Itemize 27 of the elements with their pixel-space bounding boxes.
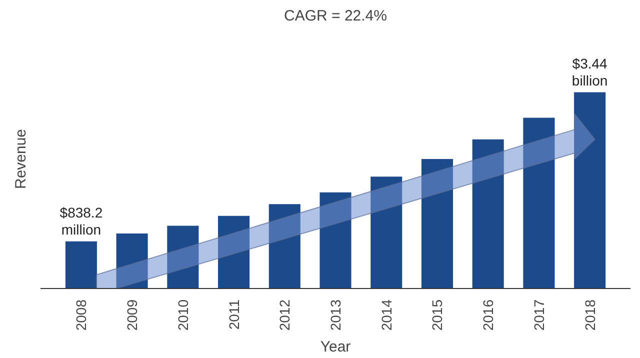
x-tick-label: 2008 [73,299,90,331]
bar [421,159,453,288]
x-tick-label: 2015 [429,299,446,331]
bar [472,139,504,288]
chart-title: CAGR = 22.4% [284,8,387,24]
x-tick-label: 2014 [378,299,394,331]
bar [65,241,97,288]
x-tick-label: 2017 [530,299,547,331]
y-axis-title: Revenue [12,128,30,190]
bar [320,192,352,288]
annotation: $838.2 million [60,204,103,238]
bar [116,234,148,288]
x-tick-label: 2009 [124,299,140,331]
x-tick-label: 2012 [276,299,293,331]
x-tick-label: 2013 [328,299,344,331]
bar [167,226,199,288]
x-axis-title: Year [320,338,351,356]
x-tick-label: 2010 [174,299,191,331]
bar [268,204,300,288]
x-tick-label: 2011 [226,299,242,330]
annotation: $3.44 billion [572,56,608,88]
x-tick-label: 2016 [480,299,496,331]
bar [370,176,402,288]
bar [523,118,555,288]
x-tick-label: 2018 [582,299,598,331]
bar [574,92,606,288]
bar [218,216,250,288]
